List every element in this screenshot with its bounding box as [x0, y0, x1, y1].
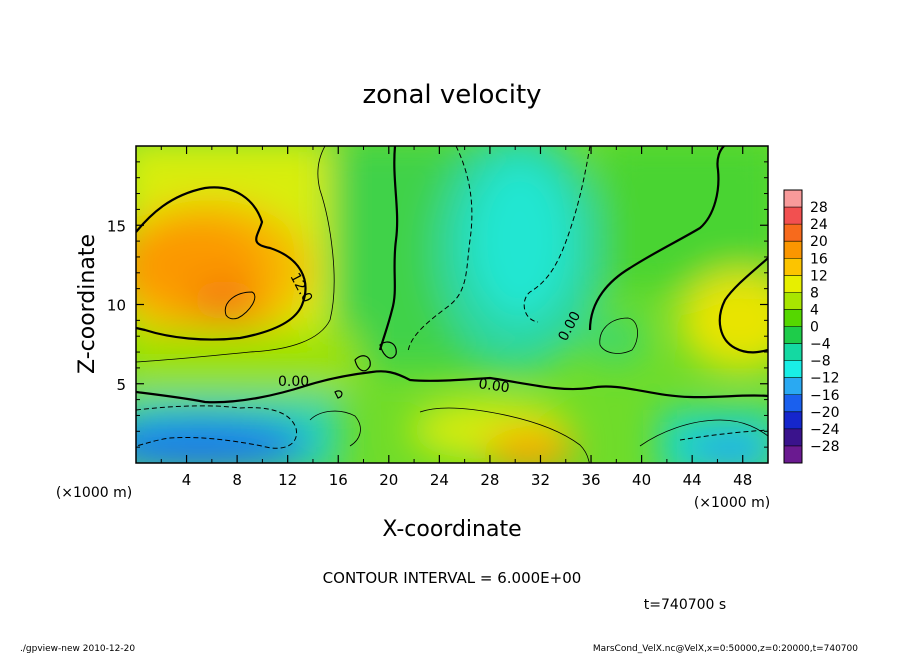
colorbar-label: 0: [810, 320, 819, 336]
x-tick-label: 44: [683, 471, 702, 489]
colorbar-swatch: [784, 224, 802, 242]
x-tick-label: 48: [733, 471, 752, 489]
colorbar-label: −4: [810, 337, 831, 353]
colorbar-label: 24: [810, 217, 828, 233]
colorbar-swatch: [784, 394, 802, 413]
colorbar-label: 12: [810, 268, 828, 284]
colorbar-label: 20: [810, 234, 828, 250]
colorbar-label: −12: [810, 371, 840, 387]
colorbar-label: −24: [810, 422, 840, 438]
contour-interval-text: CONTOUR INTERVAL = 6.000E+00: [323, 569, 582, 587]
x-axis-ticks: 4 8 12 16 20 24 28 32 36 40 44 48: [160, 146, 752, 489]
colorbar-label: 28: [810, 200, 828, 216]
x-tick-label: 16: [329, 471, 348, 489]
x-unit-label: (×1000 m): [56, 485, 132, 501]
colorbar-swatch: [784, 428, 802, 447]
x-tick-label: 28: [480, 471, 499, 489]
x-axis-label: X-coordinate: [382, 517, 521, 542]
y-tick-label: 5: [116, 376, 126, 394]
colorbar-label: −20: [810, 405, 840, 421]
colorbar-swatch: [784, 258, 802, 276]
colorbar-swatch: [784, 207, 802, 225]
colorbar-swatch: [784, 445, 802, 464]
colorbar-swatch: [784, 326, 802, 345]
colorbar-label: −16: [810, 388, 840, 404]
contour-label: 0.00: [278, 374, 309, 390]
colorbar-label: 8: [810, 285, 819, 301]
x-tick-label: 20: [379, 471, 398, 489]
colorbar-label: 16: [810, 251, 828, 267]
x-tick-label: 24: [430, 471, 449, 489]
colorbar-label: −28: [810, 439, 840, 455]
footer-left: ./gpview-new 2010-12-20: [20, 644, 135, 654]
colorbar-swatch: [784, 411, 802, 430]
x-tick-label: 36: [581, 471, 600, 489]
heatmap-field: [136, 146, 768, 463]
colorbar-swatch: [784, 241, 802, 259]
x-tick-label: 12: [278, 471, 297, 489]
y-axis-label: Z-coordinate: [75, 234, 100, 374]
contour-lines: [136, 146, 768, 463]
x-tick-label: 40: [632, 471, 651, 489]
colorbar-label: −8: [810, 354, 831, 370]
x-tick-label: 4: [182, 471, 192, 489]
colorbar-swatch: [784, 190, 802, 208]
y-unit-label: (×1000 m): [694, 495, 770, 511]
colorbar-swatch: [784, 377, 802, 396]
y-axis-ticks: 5 10 15: [107, 161, 768, 448]
time-text: t=740700 s: [644, 597, 726, 613]
colorbar-swatch: [784, 343, 802, 362]
colorbar-swatch: [784, 360, 802, 379]
footer-right: MarsCond_VelX.nc@VelX,x=0:50000,z=0:2000…: [593, 644, 858, 654]
colorbar-swatch: [784, 309, 802, 327]
y-tick-label: 15: [107, 217, 126, 235]
y-tick-label: 10: [107, 297, 126, 315]
colorbar-swatch: [784, 292, 802, 310]
contour-label: 0.00: [477, 376, 510, 396]
x-tick-label: 8: [232, 471, 242, 489]
x-tick-label: 32: [531, 471, 550, 489]
chart-title: zonal velocity: [362, 80, 541, 110]
colorbar-label: 4: [810, 302, 819, 318]
colorbar-swatch: [784, 275, 802, 293]
